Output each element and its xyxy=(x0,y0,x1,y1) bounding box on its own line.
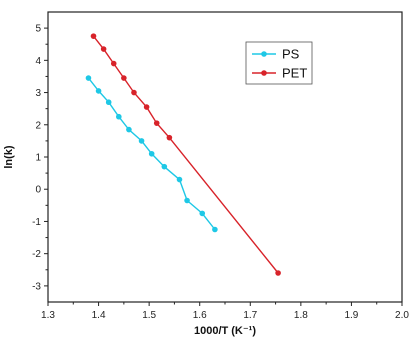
y-tick-label: 1 xyxy=(35,153,41,164)
data-point-ps xyxy=(148,150,155,157)
y-tick-label: -1 xyxy=(32,217,41,228)
data-point-pet xyxy=(131,89,137,96)
legend-marker-ps xyxy=(261,51,267,57)
x-tick-label: 1.3 xyxy=(41,310,55,321)
data-point-ps xyxy=(184,197,190,204)
x-tick-label: 2.0 xyxy=(395,310,409,321)
data-point-pet xyxy=(275,270,281,276)
x-axis-ticks: 1.3 1.4 1.5 1.6 1.7 1.8 1.9 2.0 xyxy=(41,302,409,321)
data-point-ps xyxy=(199,210,206,217)
y-axis-ticks: -3 -2 -1 0 1 2 3 4 5 xyxy=(32,24,48,292)
data-point-ps xyxy=(212,226,218,233)
data-point-ps xyxy=(138,138,145,144)
data-point-ps xyxy=(105,99,112,106)
x-tick-label: 1.7 xyxy=(243,310,257,321)
data-point-ps xyxy=(116,113,122,120)
data-point-pet xyxy=(166,134,173,141)
legend-marker-pet xyxy=(261,70,267,76)
data-point-pet xyxy=(143,104,150,110)
data-point-ps xyxy=(126,126,132,133)
x-tick-label: 1.6 xyxy=(193,310,207,321)
data-point-ps xyxy=(176,176,183,183)
y-tick-label: 2 xyxy=(35,120,41,131)
legend-box xyxy=(245,41,313,85)
series-layer xyxy=(85,33,281,276)
data-point-pet xyxy=(90,33,97,39)
y-tick-label: 3 xyxy=(35,88,41,99)
y-tick-label: 5 xyxy=(35,24,41,35)
plot-frame xyxy=(47,11,403,303)
legend-label-ps: PS xyxy=(282,47,300,62)
data-point-pet xyxy=(153,120,160,126)
data-point-ps xyxy=(161,163,168,170)
data-point-ps xyxy=(85,75,92,81)
x-tick-label: 1.4 xyxy=(92,310,106,321)
y-tick-label: 0 xyxy=(35,185,41,196)
x-tick-label: 1.5 xyxy=(142,310,156,321)
data-point-ps xyxy=(95,88,102,94)
legend: PS PET xyxy=(245,41,313,85)
y-tick-label: 4 xyxy=(35,56,41,67)
data-point-pet xyxy=(121,75,127,81)
data-point-pet xyxy=(110,60,117,67)
x-tick-label: 1.8 xyxy=(294,310,308,321)
data-point-pet xyxy=(100,46,107,52)
y-tick-label: -2 xyxy=(32,249,41,260)
x-axis-title: 1000/T (K⁻¹) xyxy=(194,325,256,337)
legend-label-pet: PET xyxy=(282,66,307,81)
y-axis-title: ln(k) xyxy=(3,145,15,169)
x-tick-label: 1.9 xyxy=(344,310,358,321)
y-tick-label: -3 xyxy=(32,281,41,292)
